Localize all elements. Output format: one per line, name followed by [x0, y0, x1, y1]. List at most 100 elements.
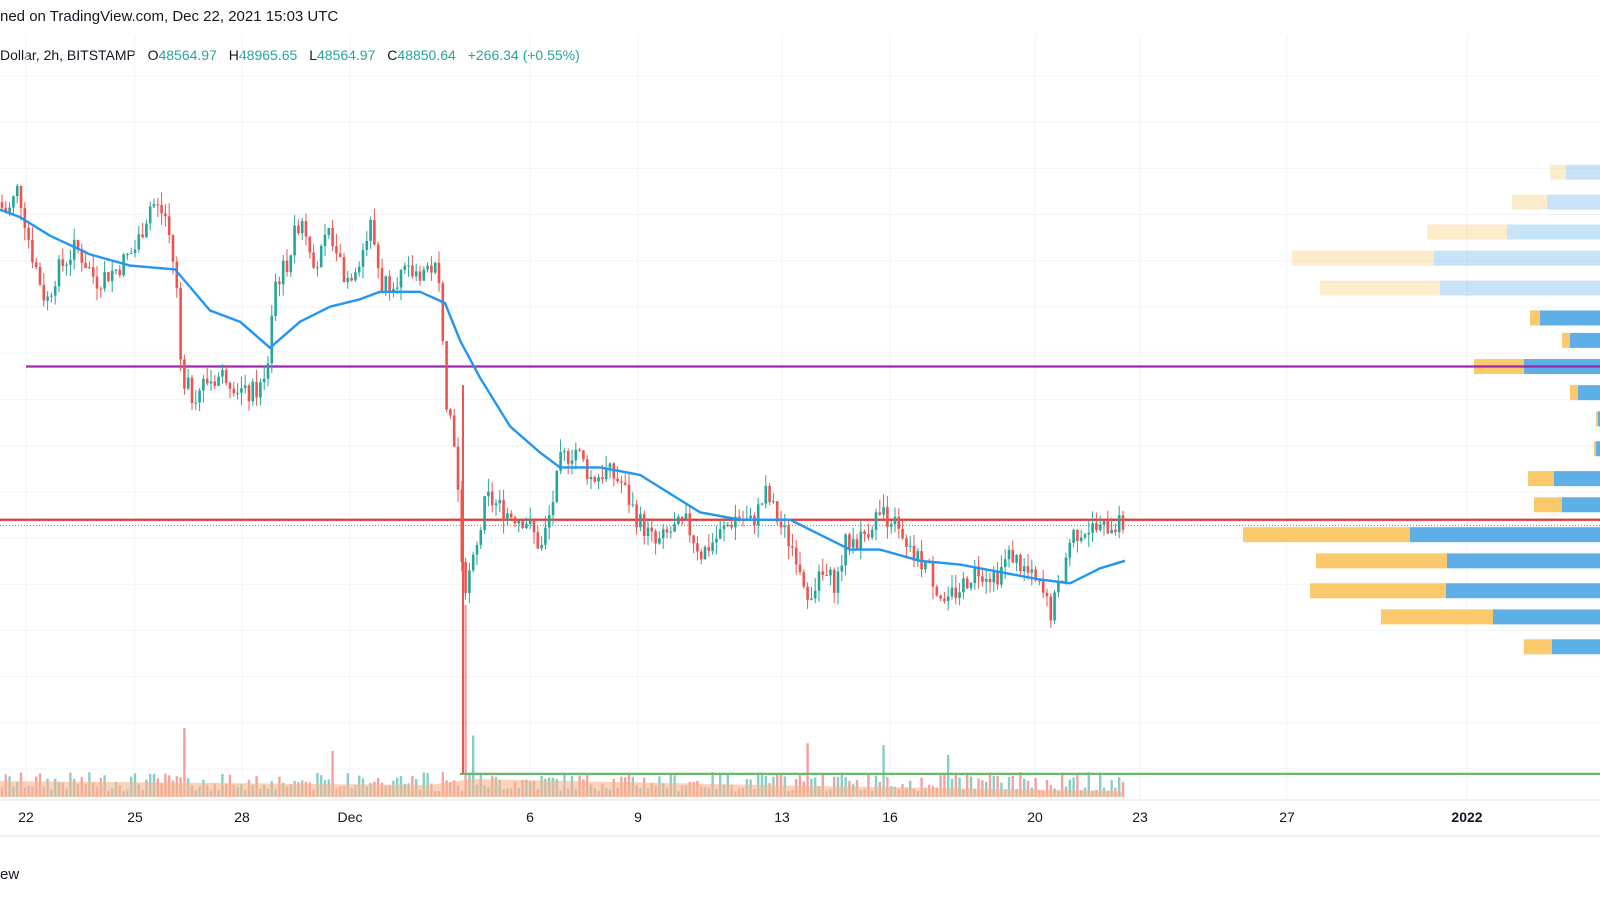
candle-body: [164, 213, 167, 217]
volume-bar: [992, 776, 995, 797]
candle-body: [1079, 537, 1083, 541]
candle-body: [775, 501, 779, 522]
candle-body: [475, 544, 479, 555]
candle-body: [547, 515, 551, 528]
candle-body: [331, 228, 334, 247]
candle-body: [228, 382, 232, 389]
candle-body: [878, 512, 882, 515]
horizontal-lines: [0, 365, 1600, 775]
volume-profile-up: [1598, 411, 1600, 427]
low-value: 48564.97: [316, 47, 376, 63]
candle-body: [867, 534, 870, 538]
candle-body: [559, 452, 562, 471]
candle-body: [897, 516, 901, 529]
brand-footer: ew: [0, 866, 19, 883]
volume-bar: [920, 777, 923, 797]
candle-body: [137, 234, 141, 250]
candle-body: [935, 586, 939, 596]
candle-body: [259, 382, 262, 398]
candle-body: [190, 377, 194, 404]
candle-body: [1106, 520, 1110, 534]
high-value: 48965.65: [238, 47, 298, 63]
volume-profile-down: [1316, 553, 1447, 569]
candle-body: [924, 562, 927, 570]
candle-body: [224, 370, 228, 383]
volume-bar: [1068, 779, 1071, 797]
candle-body: [901, 528, 904, 539]
volume-profile-down: [1596, 411, 1598, 427]
volume-profile-down: [1528, 471, 1554, 487]
candle-body: [297, 225, 300, 234]
candle-body: [34, 262, 38, 268]
candle-body: [692, 535, 695, 544]
candle-body: [1117, 515, 1121, 533]
candle-body: [266, 363, 270, 379]
volume-bar: [882, 745, 885, 797]
candle-body: [243, 385, 247, 389]
x-tick-label: 22: [18, 809, 34, 825]
candle-body: [734, 516, 737, 528]
candle-body: [886, 507, 889, 527]
x-tick-label: 6: [526, 809, 534, 825]
candle-body: [1064, 557, 1068, 582]
x-tick-label: 23: [1132, 809, 1148, 825]
candle-body: [889, 523, 893, 527]
ma-line: [0, 208, 1126, 585]
candle-body: [346, 277, 350, 282]
low-label: L: [309, 47, 317, 63]
candle-body: [779, 521, 783, 528]
candle-body: [680, 516, 684, 519]
candle-body: [836, 571, 840, 593]
candle-body: [749, 515, 752, 519]
candle-body: [209, 381, 213, 384]
volume-bar: [1099, 772, 1102, 797]
candle-body: [513, 517, 517, 524]
candle-body: [977, 566, 980, 577]
published-text: ned on TradingView.com, Dec 22, 2021 15:…: [0, 8, 339, 25]
candle-body: [293, 225, 296, 256]
candle-body: [23, 208, 27, 228]
candle-body: [12, 196, 15, 208]
candle-body: [631, 504, 635, 506]
candle-body: [802, 572, 806, 587]
x-tick-label: 28: [234, 809, 250, 825]
candle-body: [392, 288, 395, 292]
volume-profile-up: [1578, 385, 1600, 401]
candle-body: [844, 534, 847, 566]
volume-bar: [472, 735, 475, 797]
candle-body: [589, 477, 593, 480]
candle-body: [813, 590, 817, 599]
candle-body: [954, 587, 958, 598]
close-label: C: [387, 47, 398, 63]
candle-body: [973, 566, 977, 584]
candle-body: [1121, 515, 1125, 530]
candle-body: [456, 446, 460, 490]
candle-body: [129, 253, 133, 255]
candle-body: [616, 478, 619, 482]
candle-body: [502, 499, 505, 521]
candle-body: [943, 598, 946, 602]
candle-body: [411, 265, 414, 277]
candle-body: [893, 516, 897, 524]
candle-body: [661, 529, 665, 539]
candle-body: [300, 221, 304, 234]
candle-body: [65, 264, 68, 266]
volume-bar: [1061, 772, 1064, 797]
candle-body: [821, 571, 825, 576]
candle-body: [414, 271, 418, 277]
candle-body: [236, 392, 239, 394]
candle-body: [487, 491, 490, 497]
candle-body: [27, 227, 30, 240]
volume-bar: [867, 773, 870, 797]
candle-body: [221, 370, 224, 377]
candle-body: [582, 450, 585, 460]
candle-body: [42, 284, 46, 301]
candle-body: [707, 546, 711, 551]
candle-body: [175, 261, 179, 288]
volume-bar: [943, 773, 946, 797]
candle-body: [342, 257, 346, 282]
candle-body: [118, 269, 122, 276]
volume-bar: [977, 778, 980, 797]
candle-body: [61, 259, 65, 266]
